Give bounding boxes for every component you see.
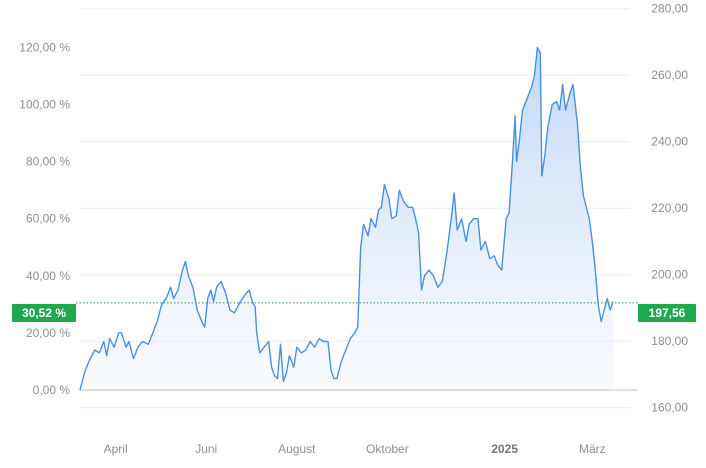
current-price-label: 197,56 (649, 306, 686, 320)
y-left-tick-label: 60,00 % (26, 212, 70, 226)
y-right-tick-label: 160,00 (651, 401, 688, 415)
x-tick-label: Juni (195, 442, 217, 456)
x-tick-label: April (104, 442, 128, 456)
y-left-tick-label: 100,00 % (19, 98, 70, 112)
current-percent-badge (12, 304, 76, 322)
x-tick-label: August (278, 442, 316, 456)
current-percent-label: 30,52 % (22, 306, 66, 320)
current-value-badges: 30,52 % 197,56 (12, 304, 696, 322)
y-axis-right-price: 140,00160,00180,00200,00220,00240,00260,… (651, 2, 688, 468)
y-right-tick-label: 280,00 (651, 2, 688, 16)
x-tick-label: 2025 (491, 442, 518, 456)
x-tick-label: Oktober (366, 442, 409, 456)
y-right-tick-label: 220,00 (651, 201, 688, 215)
x-tick-label: März (579, 442, 606, 456)
y-right-tick-label: 240,00 (651, 135, 688, 149)
series-area (80, 47, 614, 391)
y-right-tick-label: 180,00 (651, 334, 688, 348)
y-left-tick-label: 80,00 % (26, 155, 70, 169)
series-area-fill (80, 47, 614, 391)
y-left-tick-label: 120,00 % (19, 40, 70, 54)
series-line-group (79, 46, 614, 391)
x-axis-months: April Juni August Oktober 2025 März (104, 442, 606, 456)
y-axis-left-percent: 0,00 % 20,00 % 40,00 % 60,00 % 80,00 % 100,00… (19, 40, 71, 397)
y-left-tick-label: 0,00 % (33, 383, 71, 397)
series-line (79, 46, 614, 391)
y-left-tick-label: 40,00 % (26, 269, 70, 283)
current-price-badge (638, 304, 696, 322)
y-right-tick-label: 260,00 (651, 68, 688, 82)
y-right-tick-label: 200,00 (651, 268, 688, 282)
y-left-tick-label: 20,00 % (26, 326, 70, 340)
